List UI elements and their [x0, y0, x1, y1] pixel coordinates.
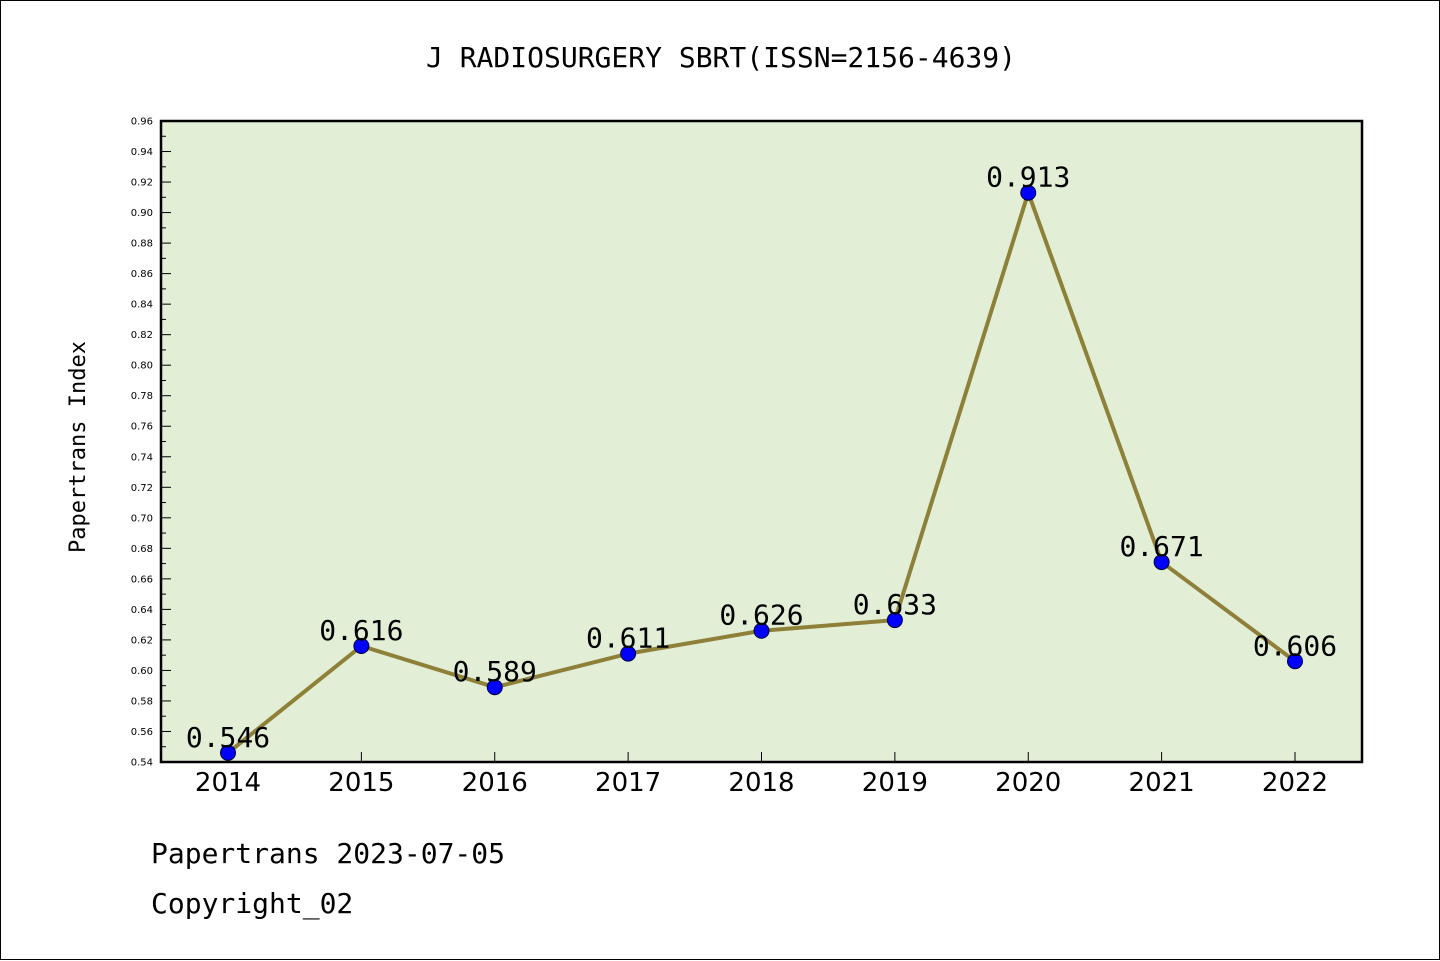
- series-group: [220, 184, 1303, 761]
- data-label: 0.626: [719, 599, 803, 632]
- y-tick-label: 0.76: [131, 422, 153, 433]
- y-tick-label: 0.58: [131, 696, 153, 707]
- data-point: [1153, 554, 1170, 571]
- y-tick-label: 0.88: [131, 239, 153, 250]
- y-tick-label: 0.72: [131, 483, 153, 494]
- data-label: 0.913: [986, 161, 1070, 194]
- y-tick-label: 0.90: [131, 208, 153, 219]
- footer-date: Papertrans 2023-07-05: [151, 837, 506, 870]
- y-axis-ticks: 0.54 0.56 0.58 0.60 0.62 0.64 0.66 0.68 0.70 0.72…: [131, 117, 171, 769]
- y-tick-label: 0.62: [131, 635, 153, 646]
- data-point: [220, 744, 236, 761]
- y-tick-label: 0.66: [131, 574, 153, 585]
- footer-copyright: Copyright_02: [151, 887, 354, 920]
- x-tick-label: 2014: [195, 768, 261, 798]
- y-tick-label: 0.82: [131, 330, 153, 341]
- data-label: 0.606: [1253, 629, 1337, 662]
- x-tick-label: 2022: [1262, 768, 1328, 798]
- data-label: 0.633: [853, 588, 937, 621]
- data-point: [486, 679, 503, 696]
- y-tick-label: 0.96: [131, 117, 153, 128]
- data-point: [1020, 184, 1037, 201]
- y-tick-label: 0.70: [131, 513, 153, 524]
- y-tick-label: 0.74: [131, 452, 153, 463]
- plot-area: [159, 119, 1364, 764]
- x-tick-label: 2015: [328, 768, 394, 798]
- data-labels-group: 0.546 0.616 0.589 0.611 0.626 0.633 0.913 0.671…: [186, 161, 1337, 754]
- data-label: 0.671: [1119, 530, 1203, 563]
- y-tick-label: 0.84: [131, 300, 153, 311]
- y-tick-label: 0.80: [131, 361, 153, 372]
- x-axis-ticks: 2014 2015 2016 2017 2018 2019 2020 2021 2022: [195, 752, 1328, 798]
- y-tick-label: 0.94: [131, 147, 153, 158]
- x-tick-label: 2021: [1129, 768, 1195, 798]
- data-label: 0.546: [186, 721, 270, 754]
- chart-title: J RADIOSURGERY SBRT(ISSN=2156-4639): [426, 41, 1016, 74]
- data-label: 0.616: [319, 614, 403, 647]
- data-point: [886, 612, 903, 629]
- y-tick-label: 0.60: [131, 666, 153, 677]
- data-label: 0.589: [453, 655, 537, 688]
- y-tick-label: 0.86: [131, 269, 153, 280]
- y-tick-label: 0.78: [131, 391, 153, 402]
- data-point: [753, 622, 770, 639]
- x-tick-label: 2019: [862, 768, 928, 798]
- data-label: 0.611: [586, 622, 670, 655]
- data-point: [620, 645, 637, 662]
- y-tick-label: 0.68: [131, 544, 153, 555]
- x-tick-label: 2016: [462, 768, 528, 798]
- y-tick-label: 0.64: [131, 605, 153, 616]
- x-tick-label: 2017: [595, 768, 661, 798]
- data-point: [353, 638, 370, 655]
- y-tick-label: 0.54: [131, 758, 153, 769]
- y-axis-label: Papertrans Index: [66, 341, 91, 553]
- y-tick-label: 0.92: [131, 178, 153, 189]
- y-tick-label: 0.56: [131, 727, 153, 738]
- x-tick-label: 2018: [728, 768, 794, 798]
- data-point: [1287, 653, 1303, 670]
- x-tick-label: 2020: [995, 768, 1061, 798]
